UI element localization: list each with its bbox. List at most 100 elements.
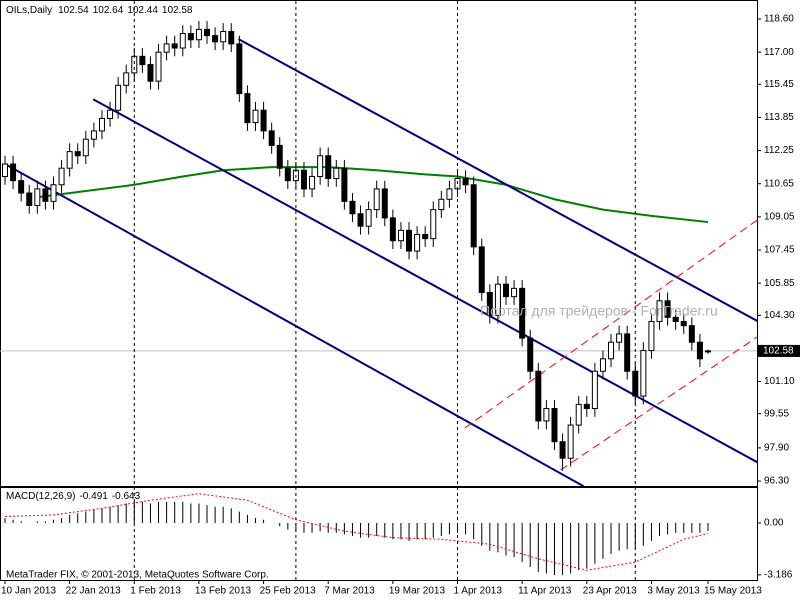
candle-body <box>357 213 364 227</box>
candle-body <box>268 130 275 146</box>
low-value: 102.44 <box>127 5 158 16</box>
candle-body <box>10 163 17 182</box>
candle-body <box>583 403 590 410</box>
candle-body <box>543 408 550 422</box>
chart-title: OILs,Daily 102.54 102.64 102.44 102.58 <box>6 5 193 16</box>
candle-body <box>591 370 598 410</box>
y-tick-label: 105.85 <box>764 278 795 289</box>
macd-name: MACD(12,26,9) <box>6 491 75 502</box>
macd-hist-value: -0.491 <box>79 491 108 502</box>
main-panel <box>0 0 758 487</box>
candle-body <box>575 403 582 426</box>
candle-body <box>446 188 453 200</box>
macd-panel <box>0 487 758 581</box>
candle-body <box>511 287 518 298</box>
macd-title: MACD(12,26,9) -0.491 -0.643 <box>6 491 141 502</box>
candle-body <box>325 155 332 180</box>
candle-body <box>50 184 57 202</box>
candle-body <box>705 350 711 353</box>
candle-body <box>486 291 493 316</box>
candle-body <box>567 424 574 459</box>
candle-body <box>276 144 283 169</box>
y-tick-label: 107.45 <box>764 245 795 256</box>
main-plot <box>0 21 757 487</box>
candle-body <box>608 341 615 360</box>
candle-body <box>664 300 671 318</box>
current-price-box <box>758 344 800 357</box>
candle-body <box>414 233 421 252</box>
candle-body <box>406 229 413 252</box>
candle-body <box>422 233 429 240</box>
candle-body <box>123 72 130 86</box>
close-value: 102.58 <box>162 5 193 16</box>
trendline <box>238 38 757 322</box>
high-value: 102.64 <box>93 5 124 16</box>
candle-body <box>74 151 81 157</box>
candle-body <box>284 167 291 182</box>
x-tick-label: 7 Mar 2013 <box>324 586 375 597</box>
candle-body <box>494 283 501 316</box>
candle-body <box>66 151 73 169</box>
candle-body <box>2 163 8 177</box>
candle-body <box>26 192 33 206</box>
candle-body <box>317 155 324 177</box>
trendline <box>92 98 757 464</box>
candle-body <box>244 93 251 124</box>
y-tick-label: 96.30 <box>764 476 789 487</box>
candle-body <box>115 84 122 111</box>
y-tick-label: 118.60 <box>764 14 794 25</box>
trendline <box>4 163 585 487</box>
macd-signal <box>4 493 709 571</box>
symbol: OILs,Daily <box>6 5 52 16</box>
candle-body <box>309 175 316 190</box>
x-tick-label: 1 Feb 2013 <box>130 586 181 597</box>
candle-body <box>179 33 186 49</box>
candle-body <box>696 341 703 360</box>
candle-body <box>389 217 396 242</box>
axes: 118.60 117.00 115.45 113.85 112.25 110.65 109.… <box>757 14 800 581</box>
candle-body <box>34 188 41 206</box>
candle-body <box>599 358 606 372</box>
candle-body <box>438 198 445 211</box>
x-tick-label: 3 May 2013 <box>647 586 700 597</box>
macd-tick-label: -3.186 <box>764 570 793 581</box>
x-tick-label: 19 Mar 2013 <box>389 586 446 597</box>
moving-average <box>37 166 709 224</box>
candle-body <box>300 169 307 190</box>
candle-body <box>131 55 138 74</box>
candle-body <box>155 51 162 82</box>
y-tick-label: 115.45 <box>764 79 794 90</box>
candle-body <box>616 333 623 343</box>
candle-body <box>672 316 679 323</box>
candle-body <box>680 321 687 327</box>
candle-body <box>171 43 178 49</box>
candle-body <box>212 35 219 43</box>
candle-body <box>90 130 97 140</box>
y-tick-label: 112.25 <box>764 145 794 156</box>
current-price-label: 102.58 <box>763 346 794 357</box>
watermark: Портал для трейдеров - ForTrader.ru <box>480 303 718 319</box>
candle-body <box>397 229 404 242</box>
candle-body <box>502 283 509 298</box>
candle-body <box>341 167 348 202</box>
candle-body <box>228 30 235 45</box>
candle-body <box>163 43 170 53</box>
y-tick-label: 117.00 <box>764 47 794 58</box>
candle-body <box>365 209 372 227</box>
candle-body <box>688 325 695 343</box>
candle-body <box>98 117 105 132</box>
candle-body <box>220 30 227 43</box>
candle-body <box>551 408 558 443</box>
candle-body <box>624 333 631 372</box>
open-value: 102.54 <box>58 5 89 16</box>
x-tick-label: 23 Apr 2013 <box>583 586 637 597</box>
candle-body <box>139 55 146 66</box>
y-tick-label: 104.30 <box>764 310 795 321</box>
candle-body <box>430 209 437 240</box>
candle-body <box>527 337 534 372</box>
candle-body <box>349 200 356 215</box>
candle-body <box>82 138 89 157</box>
candle-body <box>204 28 211 37</box>
candle-body <box>252 109 259 124</box>
